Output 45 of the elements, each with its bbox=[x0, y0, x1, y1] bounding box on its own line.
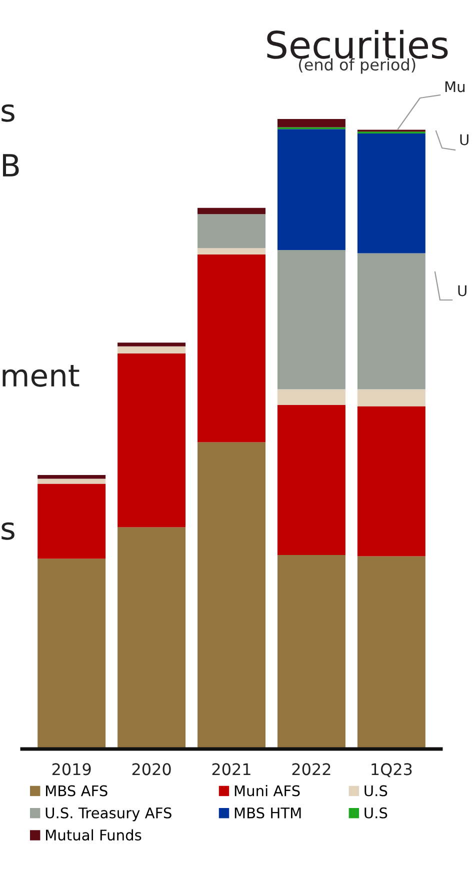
text: Mu bbox=[445, 81, 464, 92]
text: B bbox=[3, 154, 19, 176]
text: s bbox=[2, 104, 14, 122]
bar bbox=[357, 253, 426, 390]
bar bbox=[118, 527, 186, 749]
bar bbox=[277, 129, 346, 250]
bar bbox=[277, 389, 346, 406]
bar bbox=[277, 119, 346, 128]
text: U bbox=[460, 134, 468, 146]
chart-title: Securities bbox=[267, 30, 448, 59]
bar bbox=[198, 214, 266, 248]
annotation: ment bbox=[2, 364, 80, 387]
legend-label: MBS AFS bbox=[46, 785, 108, 796]
legend-label: Mutual Funds bbox=[46, 829, 142, 841]
x-tick-label: 2019 bbox=[52, 763, 91, 776]
bar bbox=[198, 208, 266, 214]
bar bbox=[38, 558, 106, 749]
bar bbox=[118, 353, 186, 528]
x-tick-label: 2020 bbox=[132, 763, 171, 776]
bar bbox=[357, 406, 426, 556]
chart-subtitle: (end of period) bbox=[298, 58, 416, 74]
legend-label: U.S bbox=[364, 785, 388, 796]
x-tick-label: 2022 bbox=[292, 763, 330, 776]
legend-label: U.S. Treasury AFS bbox=[46, 807, 172, 822]
bar bbox=[277, 250, 346, 390]
bar bbox=[198, 248, 266, 254]
bar bbox=[277, 554, 346, 749]
bar bbox=[118, 346, 186, 354]
bar bbox=[38, 478, 106, 484]
x-tick-label: 2021 bbox=[212, 763, 250, 776]
text: s bbox=[2, 522, 14, 540]
bar bbox=[38, 484, 106, 559]
bar bbox=[357, 133, 426, 254]
bar bbox=[357, 389, 426, 406]
bar bbox=[277, 405, 346, 555]
x-tick-label: 1Q23 bbox=[372, 763, 412, 778]
bar bbox=[198, 442, 266, 749]
legend-label: U.S bbox=[364, 807, 388, 818]
text: U bbox=[458, 285, 466, 296]
legend-label: Muni AFS bbox=[234, 785, 300, 796]
bar bbox=[198, 254, 266, 442]
bar bbox=[118, 342, 186, 346]
legend-label: MBS HTM bbox=[234, 807, 301, 818]
bar bbox=[357, 556, 426, 749]
bar bbox=[38, 474, 106, 479]
